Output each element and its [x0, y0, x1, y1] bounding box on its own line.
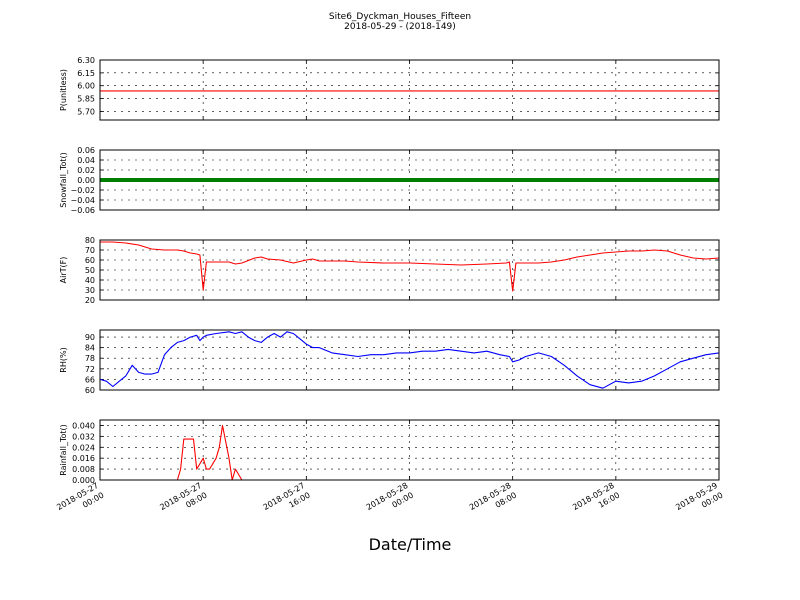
panels: 6.306.156.005.855.70P(unitless)0.060.040… — [59, 56, 720, 485]
y-tick-label: 78 — [85, 354, 95, 363]
panel-0: 6.30 6.15 6.00 5.85 5.70 P(unitless) — [59, 56, 720, 121]
panel-frame — [99, 239, 720, 301]
series-line-3 — [99, 331, 720, 389]
y-tick-label: 0.016 — [72, 454, 95, 463]
y-tick-label: 30 — [85, 286, 95, 295]
y-tick-label: 5.85 — [77, 95, 95, 104]
chart-subtitle: 2018-05-29 - (2018-149) — [344, 22, 456, 32]
y-tick-label: 6.15 — [77, 69, 95, 78]
y-axis-label: AirT(F) — [59, 257, 68, 284]
y-tick-label: 0.06 — [77, 146, 95, 155]
y-tick-label: −0.04 — [70, 196, 95, 205]
y-axis-label: Snowfall_Tot() — [59, 152, 68, 208]
panel-frame — [99, 149, 720, 211]
y-tick-label: 60 — [85, 386, 95, 395]
series-line-4 — [100, 424, 719, 481]
y-tick-label: 50 — [85, 266, 95, 275]
panel-frame — [99, 329, 720, 391]
y-tick-label: 0.04 — [77, 156, 95, 165]
y-axis-label: P(unitless) — [59, 69, 68, 111]
y-tick-label: 0.024 — [72, 443, 95, 452]
y-tick-label: 0.000 — [72, 476, 95, 485]
y-tick-label: 40 — [85, 276, 95, 285]
y-tick-label: 80 — [85, 236, 95, 245]
x-axis-label: Date/Time — [369, 535, 452, 554]
y-tick-label: 0.02 — [77, 166, 95, 175]
y-tick-label: 6.30 — [77, 56, 95, 65]
y-tick-label: 0.008 — [72, 465, 95, 474]
y-tick-label: 60 — [85, 256, 95, 265]
y-tick-label: 0.040 — [72, 421, 95, 430]
chart-title: Site6_Dyckman_Houses_Fifteen — [329, 12, 471, 22]
panel-frame — [99, 59, 720, 121]
series-line-2 — [100, 241, 720, 292]
y-tick-label: 84 — [85, 344, 95, 353]
y-tick-label: −0.02 — [70, 186, 95, 195]
panel-frame — [99, 419, 720, 481]
panel-4: 0.040 0.032 0.024 0.016 0.008 0.000 Rainfall_T… — [59, 419, 720, 485]
y-tick-label: 70 — [85, 246, 95, 255]
y-tick-label: 0.032 — [72, 432, 95, 441]
y-tick-label: −0.06 — [70, 206, 95, 215]
y-tick-label: 90 — [85, 333, 95, 342]
y-axis-label: Rainfall_Tot() — [59, 424, 68, 476]
y-tick-label: 5.70 — [77, 107, 95, 116]
panel-1: 0.060.040.020.00−0.02−0.04−0.06Snowfall_… — [59, 146, 720, 215]
y-tick-label: 20 — [85, 296, 95, 305]
y-tick-label: 0.00 — [77, 176, 95, 185]
y-tick-label: 66 — [85, 375, 95, 384]
y-axis-label: RH(%) — [59, 347, 68, 372]
y-tick-label: 72 — [85, 365, 95, 374]
y-tick-label: 6.00 — [77, 82, 95, 91]
